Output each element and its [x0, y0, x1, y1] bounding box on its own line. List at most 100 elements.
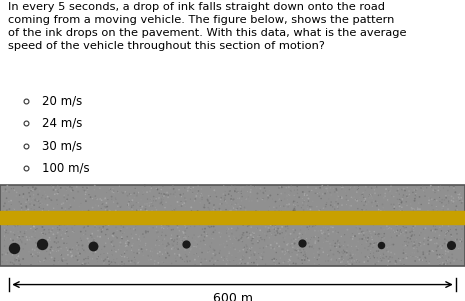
Point	[196, 195, 204, 200]
Point	[457, 211, 465, 216]
Point	[255, 251, 262, 256]
Point	[300, 208, 307, 213]
Point	[250, 211, 258, 216]
Point	[237, 204, 244, 209]
Point	[10, 247, 17, 252]
Point	[437, 188, 444, 193]
Point	[343, 193, 350, 198]
Point	[100, 262, 107, 266]
Point	[458, 218, 465, 223]
Point	[392, 206, 400, 210]
Point	[100, 197, 108, 202]
Point	[191, 224, 199, 229]
Point	[445, 228, 452, 233]
Point	[418, 186, 425, 191]
Point	[137, 215, 144, 220]
Point	[208, 224, 215, 229]
Point	[355, 186, 362, 191]
Point	[7, 237, 14, 241]
Point	[9, 260, 16, 265]
Point	[233, 190, 240, 194]
Point	[100, 224, 107, 229]
Point	[259, 231, 266, 235]
Point	[264, 229, 272, 234]
Point	[224, 185, 231, 190]
Point	[210, 203, 218, 207]
Point	[334, 194, 342, 198]
Point	[339, 203, 346, 207]
Point	[227, 197, 234, 202]
Point	[112, 197, 120, 202]
Point	[399, 197, 406, 202]
Point	[89, 219, 96, 224]
Point	[272, 257, 280, 262]
Point	[148, 208, 156, 213]
Point	[403, 230, 410, 235]
Point	[258, 237, 266, 242]
Point	[97, 197, 104, 202]
Point	[164, 226, 171, 231]
Point	[432, 209, 440, 213]
Point	[403, 243, 410, 247]
Point	[46, 230, 53, 235]
Point	[210, 210, 217, 215]
Point	[76, 221, 83, 226]
Point	[292, 237, 299, 242]
Point	[161, 190, 169, 195]
Point	[180, 231, 187, 235]
Point	[88, 231, 96, 236]
Point	[364, 247, 372, 252]
Point	[294, 203, 302, 208]
Point	[210, 247, 217, 252]
Point	[284, 226, 292, 231]
Point	[458, 200, 465, 205]
Point	[394, 228, 401, 233]
Point	[444, 188, 452, 193]
Point	[13, 257, 20, 262]
Point	[391, 206, 398, 211]
Point	[243, 244, 251, 249]
Point	[333, 245, 340, 250]
Point	[343, 250, 351, 255]
Point	[38, 199, 45, 203]
Point	[339, 258, 346, 263]
Point	[231, 259, 239, 263]
Point	[168, 209, 176, 214]
Point	[210, 262, 218, 267]
Point	[219, 192, 227, 197]
Point	[238, 216, 245, 221]
Point	[319, 187, 326, 191]
Point	[174, 225, 181, 230]
Point	[395, 256, 402, 261]
Point	[331, 190, 339, 194]
Point	[304, 185, 312, 190]
Point	[201, 229, 208, 234]
Point	[187, 214, 195, 219]
Point	[271, 230, 278, 235]
Point	[152, 198, 159, 203]
Point	[189, 190, 197, 195]
Point	[38, 185, 45, 190]
Point	[331, 203, 339, 207]
Point	[236, 261, 244, 266]
Point	[178, 204, 186, 209]
Point	[240, 256, 248, 260]
Point	[402, 239, 410, 244]
Point	[79, 261, 86, 266]
Point	[263, 234, 270, 239]
Point	[353, 211, 360, 216]
Point	[193, 240, 200, 245]
Point	[445, 217, 453, 222]
Point	[88, 213, 96, 218]
Point	[415, 201, 422, 206]
Point	[325, 220, 332, 225]
Point	[149, 203, 157, 208]
Point	[361, 236, 368, 240]
Point	[104, 226, 111, 231]
Point	[220, 183, 227, 188]
Point	[210, 211, 218, 216]
Point	[133, 193, 140, 198]
Point	[117, 253, 125, 257]
Point	[390, 228, 397, 233]
Point	[98, 257, 106, 262]
